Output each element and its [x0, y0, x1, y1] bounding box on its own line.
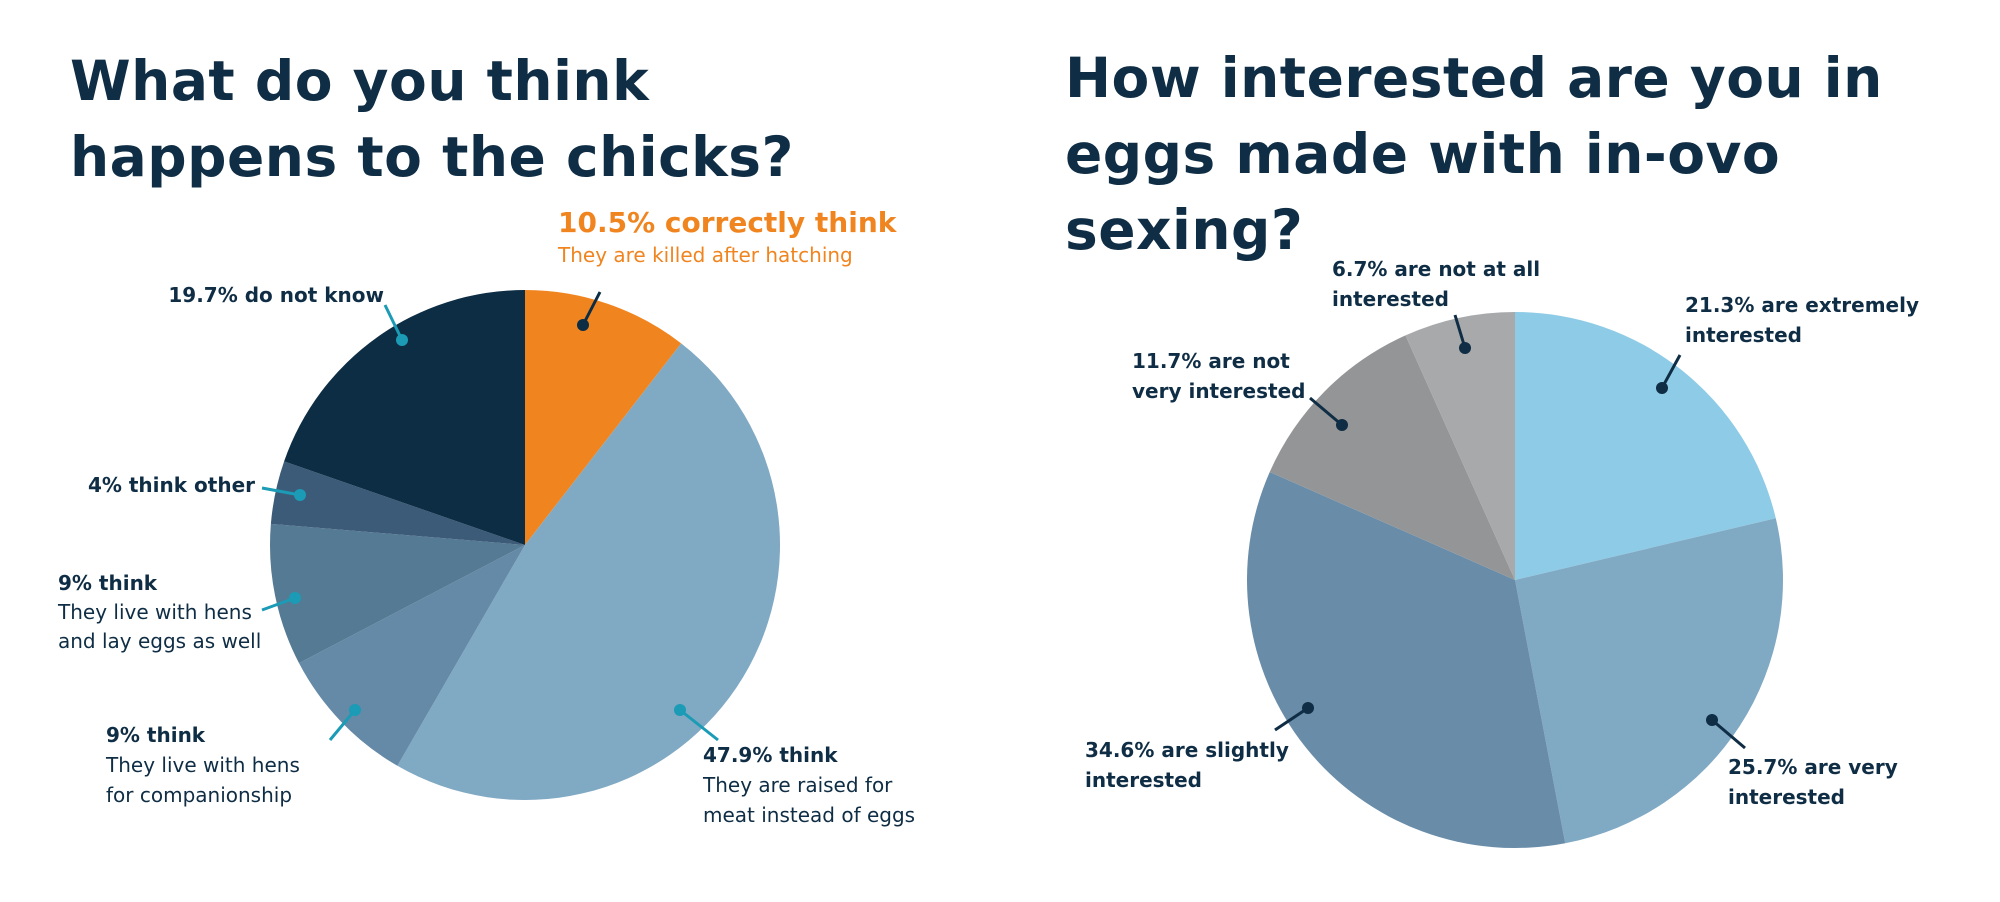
- chart-title-interest: How interested are you in eggs made with…: [1065, 46, 1883, 262]
- pie-1-slice-4: [1405, 312, 1515, 580]
- pie-1-slice-1: [1515, 518, 1783, 844]
- pie-0-leader-dot-1: [674, 704, 686, 716]
- pie-1-label-2: 34.6% are slightly interested: [1085, 738, 1289, 792]
- pie-0-slice-4: [270, 461, 525, 545]
- pie-1-leader-dot-0: [1656, 382, 1668, 394]
- pie-1-label-1: 25.7% are very interested: [1728, 755, 1898, 809]
- pie-0-label-1: 47.9% think They are raised for meat inste…: [702, 743, 915, 827]
- pie-0-label-3: 9% think They live with hens and lay eggs …: [57, 571, 261, 653]
- pie-0-label-4: 4% think other: [88, 473, 255, 497]
- pie-0-leader-dot-4: [294, 489, 306, 501]
- pie-0-leader-dot-3: [289, 592, 301, 604]
- pie-1-slice-2: [1247, 472, 1566, 848]
- pie-0-label-2: 9% think They live with hens for companion…: [105, 723, 300, 807]
- pie-0-leader-dot-0: [577, 319, 589, 331]
- pie-1-leader-3: [1309, 396, 1343, 427]
- pie-1-label-0: 21.3% are extremely interested: [1685, 293, 1919, 347]
- pie-1-leader-dot-3: [1336, 419, 1348, 431]
- pie-1-leader-dot-4: [1459, 342, 1471, 354]
- pie-1-leader-1: [1711, 718, 1746, 750]
- chart-title-chicks: What do you think happens to the chicks?: [70, 49, 794, 189]
- pie-0-leader-dot-5: [396, 334, 408, 346]
- pie-0-slice-1: [397, 343, 781, 801]
- pie-0-leader-1: [679, 708, 719, 742]
- pie-0-leader-2: [328, 709, 357, 741]
- pie-1-leader-0: [1660, 354, 1682, 389]
- pie-1-label-4: 6.7% are not at all interested: [1332, 257, 1540, 311]
- pie-1-label-3: 11.7% are not very interested: [1132, 349, 1305, 403]
- pie-1-leader-2: [1274, 706, 1309, 732]
- pie-0-slice-5: [284, 290, 525, 545]
- pie-1-slice-3: [1269, 335, 1515, 580]
- pie-1-slice-0: [1515, 312, 1776, 580]
- pie-0-leader-4: [261, 486, 301, 497]
- pie-0-leader-5: [383, 304, 404, 341]
- pie-0-label-5: 19.7% do not know: [168, 283, 384, 307]
- pie-0-label-0: 10.5% correctly think They are killed aft…: [557, 206, 898, 267]
- pie-0-slice-3: [269, 523, 525, 664]
- pie-1-leader-dot-2: [1302, 702, 1314, 714]
- pie-0-leader-0: [581, 291, 602, 326]
- pie-0-slice-0: [525, 290, 682, 545]
- pie-0-leader-dot-2: [349, 704, 361, 716]
- pie-1-leader-dot-1: [1706, 714, 1718, 726]
